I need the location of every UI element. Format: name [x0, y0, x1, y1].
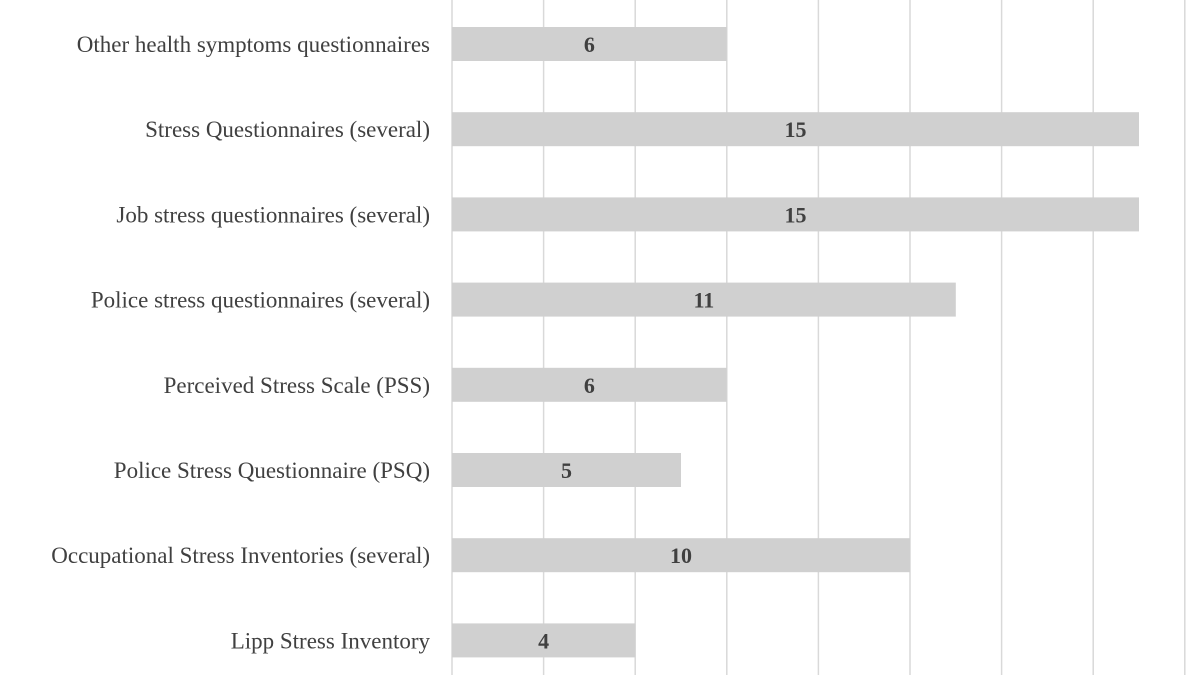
data-label: 10 — [670, 543, 692, 568]
bar — [452, 538, 910, 573]
gridlines — [451, 0, 1186, 675]
bar — [452, 112, 1139, 147]
data-label: 4 — [538, 628, 549, 653]
category-label: Police Stress Questionnaire (PSQ) — [114, 458, 430, 483]
data-label: 5 — [561, 458, 572, 483]
bar — [452, 623, 636, 658]
category-label: Other health symptoms questionnaires — [77, 32, 430, 57]
bar — [452, 27, 727, 61]
category-label: Stress Questionnaires (several) — [145, 117, 430, 142]
category-labels: Other health symptoms questionnaires Stre… — [51, 32, 430, 653]
data-label: 6 — [584, 32, 595, 57]
category-label: Perceived Stress Scale (PSS) — [164, 373, 430, 398]
data-label: 11 — [694, 288, 715, 313]
category-label: Occupational Stress Inventories (several… — [51, 543, 430, 568]
data-label: 15 — [785, 117, 807, 142]
category-label: Police stress questionnaires (several) — [91, 288, 430, 313]
bars — [452, 27, 1139, 658]
bar — [452, 367, 727, 402]
category-label: Lipp Stress Inventory — [231, 628, 431, 653]
bar — [452, 282, 956, 317]
bar — [452, 453, 681, 487]
data-label: 15 — [785, 202, 807, 227]
value-labels: 6 15 15 11 6 5 10 4 — [538, 32, 806, 653]
category-label: Job stress questionnaires (several) — [116, 202, 430, 227]
bar — [452, 197, 1139, 232]
data-label: 6 — [584, 373, 595, 398]
